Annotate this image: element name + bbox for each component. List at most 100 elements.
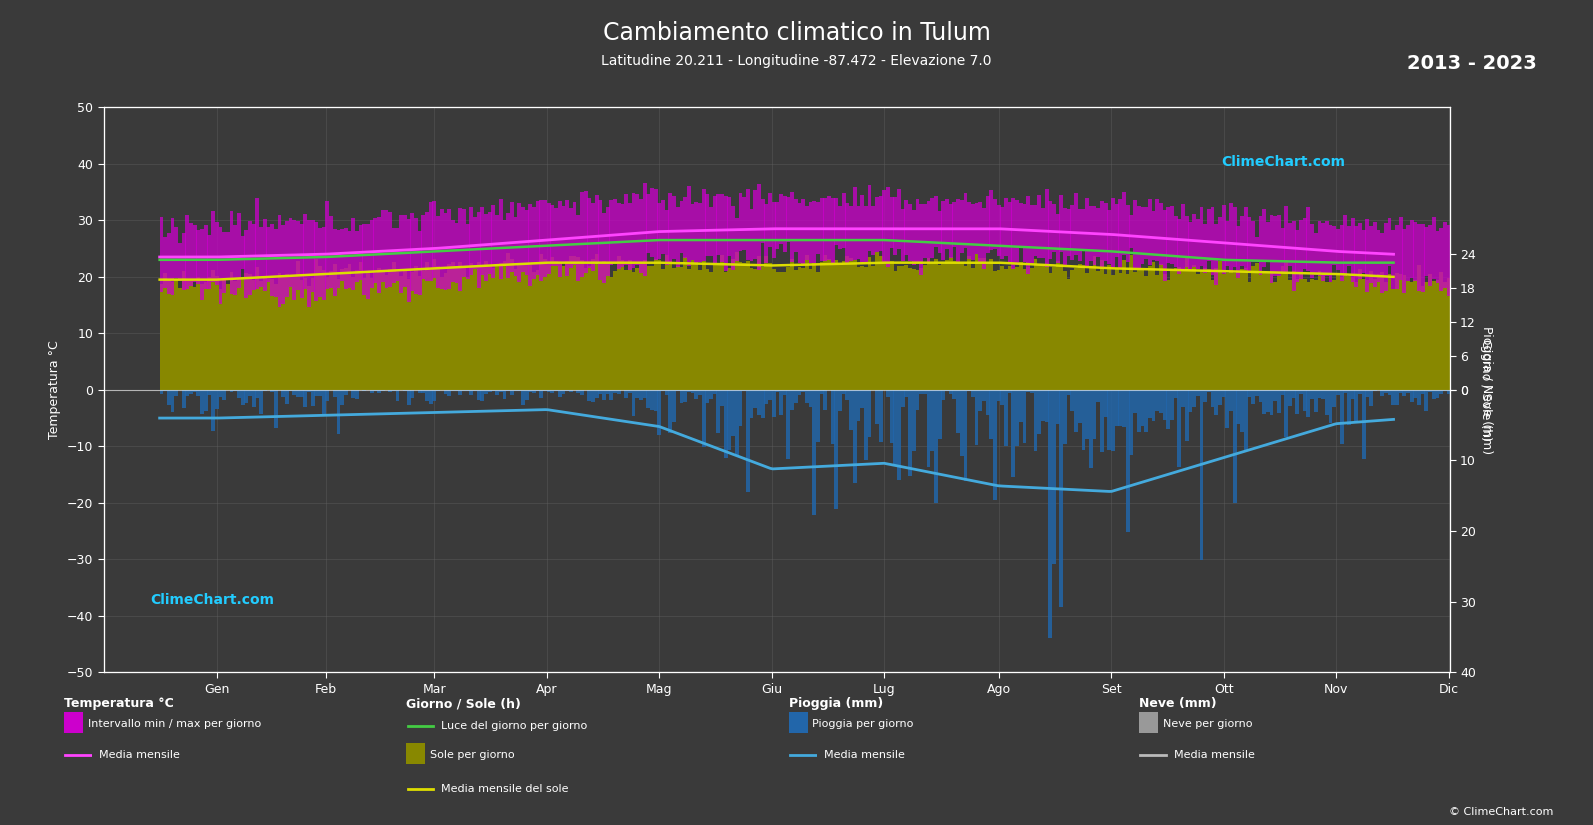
Bar — [1188, 222, 1192, 269]
Bar — [875, 389, 879, 424]
Bar — [798, 389, 801, 395]
Bar — [709, 389, 714, 399]
Bar — [299, 280, 304, 389]
Bar — [384, 210, 389, 288]
Bar — [919, 268, 922, 389]
Bar — [930, 198, 933, 258]
Bar — [566, 261, 569, 389]
Bar — [1266, 389, 1270, 412]
Bar — [642, 183, 647, 276]
Bar — [978, 389, 983, 411]
Bar — [454, 389, 459, 391]
Bar — [1239, 269, 1244, 389]
Bar — [863, 267, 868, 389]
Bar — [1266, 222, 1270, 261]
Bar — [196, 389, 201, 396]
Bar — [953, 202, 956, 248]
Bar — [750, 268, 753, 389]
Bar — [358, 262, 363, 389]
Bar — [473, 266, 476, 389]
Bar — [938, 266, 941, 389]
Bar — [518, 389, 521, 391]
Bar — [776, 389, 779, 392]
Bar — [1203, 267, 1207, 389]
Bar — [669, 262, 672, 389]
Bar — [1380, 389, 1384, 396]
Bar — [728, 389, 731, 450]
Bar — [400, 215, 403, 294]
Bar — [215, 389, 218, 409]
Bar — [282, 276, 285, 389]
Text: Neve (mm): Neve (mm) — [1139, 697, 1217, 710]
Bar — [953, 262, 956, 389]
Bar — [296, 261, 299, 389]
Bar — [1063, 208, 1067, 266]
Bar — [392, 389, 395, 391]
Bar — [1359, 223, 1362, 279]
Bar — [757, 389, 761, 415]
Bar — [381, 210, 384, 282]
Bar — [336, 389, 341, 434]
Bar — [282, 389, 285, 397]
Bar — [1185, 389, 1188, 441]
Bar — [521, 389, 524, 405]
Bar — [1070, 389, 1074, 411]
Bar — [193, 389, 196, 392]
Bar — [414, 218, 417, 295]
Bar — [1458, 389, 1461, 391]
Bar — [1435, 389, 1440, 398]
Bar — [1152, 389, 1155, 421]
Bar — [961, 262, 964, 389]
Bar — [1169, 271, 1174, 389]
Bar — [1008, 201, 1012, 263]
Bar — [540, 254, 543, 389]
Bar — [683, 389, 687, 403]
Bar — [487, 211, 492, 274]
Bar — [945, 389, 949, 392]
Bar — [750, 389, 753, 418]
Bar — [389, 269, 392, 389]
Bar — [330, 271, 333, 389]
Bar — [790, 389, 793, 410]
Bar — [753, 191, 757, 258]
Bar — [277, 215, 282, 307]
Bar — [352, 218, 355, 290]
Bar — [1348, 226, 1351, 266]
Bar — [174, 227, 178, 277]
Bar — [712, 196, 717, 265]
Bar — [429, 271, 433, 389]
Bar — [1477, 232, 1480, 294]
Bar — [1359, 389, 1362, 394]
Bar — [271, 279, 274, 389]
Bar — [1115, 268, 1118, 389]
Bar — [1126, 205, 1129, 262]
Bar — [1309, 280, 1314, 389]
Bar — [159, 217, 164, 292]
Bar — [723, 196, 728, 271]
Bar — [1085, 273, 1090, 389]
Bar — [816, 389, 820, 442]
Bar — [1395, 224, 1399, 290]
Bar — [1446, 278, 1451, 389]
Bar — [933, 259, 938, 389]
Bar — [1023, 269, 1026, 389]
Bar — [631, 389, 636, 416]
Bar — [207, 235, 212, 290]
Bar — [717, 194, 720, 255]
Bar — [311, 389, 314, 406]
Bar — [938, 210, 941, 253]
Bar — [182, 271, 185, 389]
Bar — [1099, 260, 1104, 389]
Bar — [1126, 274, 1129, 389]
Bar — [1166, 207, 1171, 263]
Bar — [546, 389, 551, 392]
Bar — [961, 389, 964, 456]
Bar — [734, 389, 739, 456]
Bar — [266, 227, 271, 282]
Bar — [801, 389, 804, 392]
Text: Media mensile: Media mensile — [824, 750, 905, 760]
Bar — [540, 200, 543, 280]
Bar — [1306, 389, 1311, 417]
Bar — [1078, 264, 1082, 389]
Bar — [1429, 274, 1432, 389]
